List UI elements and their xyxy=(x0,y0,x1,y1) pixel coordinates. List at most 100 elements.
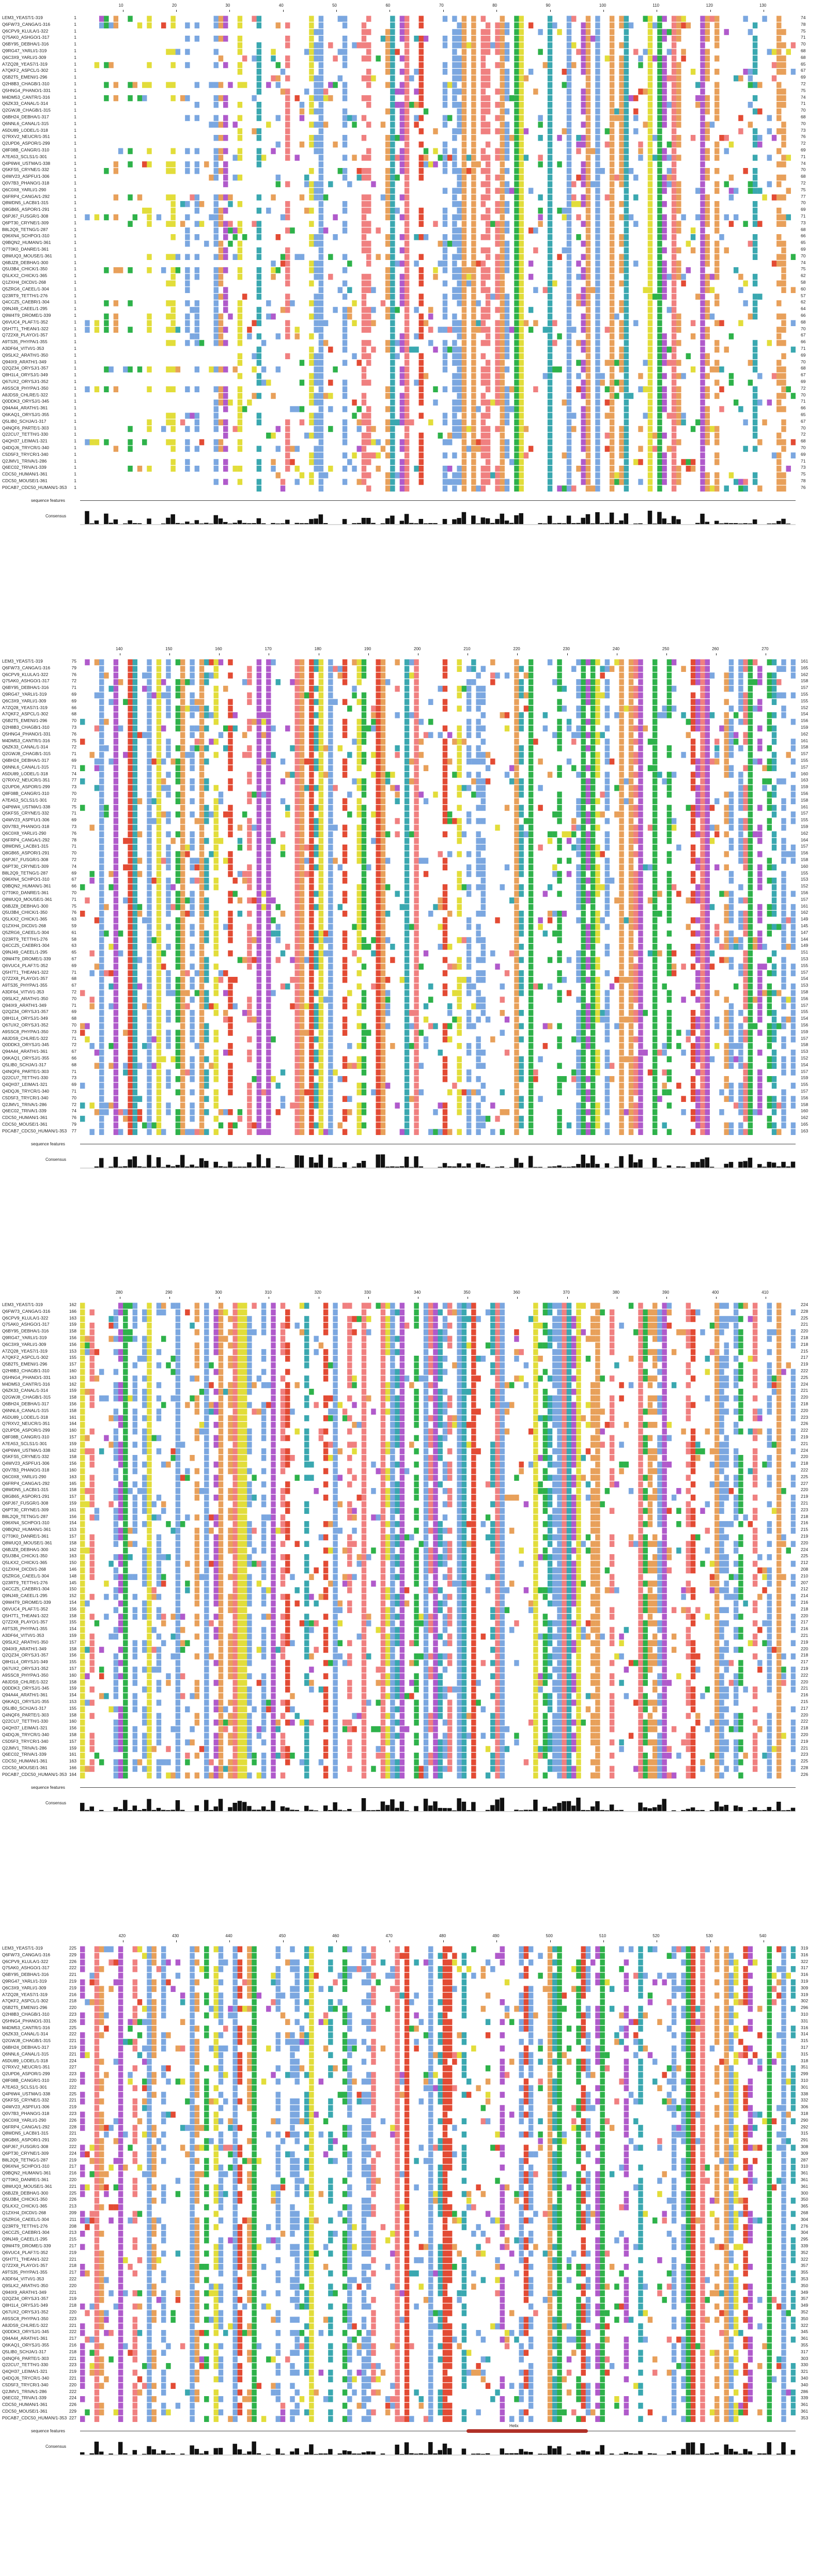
sequence-name[interactable]: Q9SLK2_ARATH/1-350 xyxy=(2,352,49,358)
sequence-name[interactable]: CDC50_MOUSE/1-361 xyxy=(2,478,48,483)
sequence-name[interactable]: Q8GB65_ASPOR/1-291 xyxy=(2,207,50,212)
sequence-name[interactable]: Q2QZ34_ORYSJ/1-357 xyxy=(2,365,49,371)
sequence-name[interactable]: Q6BJZ8_DEBHA/1-300 xyxy=(2,259,49,265)
sequence-name[interactable]: Q4NQF6_PARTE/1-303 xyxy=(2,1068,49,1074)
sequence-name[interactable]: CDC50_MOUSE/1-361 xyxy=(2,1122,48,1127)
sequence-name[interactable]: Q96XN4_SCHPO/1-310 xyxy=(2,233,50,239)
sequence-name[interactable]: C5D5F3_TRYCR/1-340 xyxy=(2,451,49,457)
sequence-name[interactable]: Q5B2T5_EMENI/1-296 xyxy=(2,74,48,80)
sequence-name[interactable]: Q6FW73_CANGA/1-316 xyxy=(2,21,51,27)
sequence-name[interactable]: Q8H1L4_ORYSJ/1-349 xyxy=(2,1016,48,1021)
sequence-name[interactable]: Q6NNL6_CANAL/1-315 xyxy=(2,120,49,126)
sequence-name[interactable]: Q5B2T5_EMENI/1-296 xyxy=(2,718,48,724)
sequence-name[interactable]: Q4P6W4_USTMA/1-338 xyxy=(2,160,51,166)
sequence-name[interactable]: Q6BY95_DEBHA/1-316 xyxy=(2,41,49,47)
sequence-name[interactable]: Q5HNG4_PHANO/1-331 xyxy=(2,731,51,737)
sequence-name[interactable]: Q6FRP4_CANGA/1-292 xyxy=(2,193,50,199)
sequence-name[interactable]: Q5KFS5_CRYNE/1-332 xyxy=(2,167,50,173)
sequence-name[interactable]: A7EA53_SCLS1/1-301 xyxy=(2,797,47,803)
sequence-name[interactable]: Q9NJ49_CAEEL/1-295 xyxy=(2,306,48,312)
sequence-name[interactable]: C5D5F3_TRYCR/1-340 xyxy=(2,1095,49,1100)
sequence-name[interactable]: Q67UX2_ORYSJ/1-352 xyxy=(2,379,49,384)
sequence-name[interactable]: Q1ZXH4_DICDI/1-268 xyxy=(2,923,46,928)
sequence-name[interactable]: LEM3_YEAST/1-319 xyxy=(2,658,43,664)
sequence-name[interactable]: Q7RXV2_NEUCR/1-351 xyxy=(2,134,50,140)
sequence-name[interactable]: Q4DQJ6_TRYCR/1-340 xyxy=(2,445,50,450)
sequence-name[interactable]: Q4DQJ6_TRYCR/1-340 xyxy=(2,1088,50,1094)
sequence-name[interactable]: Q5H7T1_THEAN/1-322 xyxy=(2,969,49,975)
sequence-name[interactable]: Q0DDK3_ORYSJ/1-345 xyxy=(2,1042,50,1048)
sequence-name[interactable]: M4DM53_CANTR/1-316 xyxy=(2,738,50,743)
sequence-name[interactable]: Q4NQF6_PARTE/1-303 xyxy=(2,425,49,431)
sequence-name[interactable]: A7ZQ28_YEAS7/1-319 xyxy=(2,704,48,710)
sequence-name[interactable]: Q6EC02_TRIVA/1-339 xyxy=(2,1108,46,1114)
sequence-name[interactable]: Q22CU7_TETTH/1-330 xyxy=(2,432,49,437)
sequence-name[interactable]: Q96XN4_SCHPO/1-310 xyxy=(2,877,50,882)
sequence-name[interactable]: Q2GWJ8_CHAGB/1-315 xyxy=(2,108,51,113)
sequence-name[interactable]: Q4WV23_ASPFU/1-306 xyxy=(2,817,50,823)
sequence-name[interactable]: Q2JMV1_TRIVA/1-286 xyxy=(2,458,47,464)
sequence-name[interactable]: CDC50_HUMAN/1-361 xyxy=(2,1115,48,1121)
sequence-name[interactable]: Q7T0K0_DANRE/1-361 xyxy=(2,890,49,895)
sequence-name[interactable]: Q6ZK33_CANAL/1-314 xyxy=(2,744,48,750)
sequence-name[interactable]: Q9BQN2_HUMAN/1-361 xyxy=(2,883,51,889)
sequence-name[interactable]: Q4P6W4_USTMA/1-338 xyxy=(2,804,51,809)
sequence-name[interactable]: Q8WDN5_LACBI/1-315 xyxy=(2,844,49,849)
sequence-name[interactable]: Q75AK0_ASHGO/1-317 xyxy=(2,678,50,684)
sequence-name[interactable]: A5DU89_LODEL/1-318 xyxy=(2,771,48,776)
sequence-name[interactable]: Q8WDN5_LACBI/1-315 xyxy=(2,200,49,206)
sequence-name[interactable]: Q7T0K0_DANRE/1-361 xyxy=(2,247,49,252)
sequence-name[interactable]: A9SSC8_PHYPA/1-350 xyxy=(2,385,49,391)
sequence-name[interactable]: Q8F08B_CANGR/1-310 xyxy=(2,147,50,152)
sequence-name[interactable]: Q6BH24_DEBHA/1-317 xyxy=(2,758,49,763)
sequence-name[interactable]: Q5H7T1_THEAN/1-322 xyxy=(2,326,49,331)
sequence-name[interactable]: LEM3_YEAST/1-319 xyxy=(2,15,43,20)
sequence-name[interactable]: A7QKF2_ASPCL/1-302 xyxy=(2,711,49,717)
sequence-name[interactable]: Q5LKX2_CHICK/1-365 xyxy=(2,273,48,279)
sequence-name[interactable]: Q4CCZ5_CAEBR/1-304 xyxy=(2,943,50,948)
sequence-name[interactable]: Q9W4T9_DROME/1-339 xyxy=(2,956,51,961)
sequence-name[interactable]: Q6NNL6_CANAL/1-315 xyxy=(2,764,49,770)
sequence-name[interactable]: Q6PT30_CRYNE/1-309 xyxy=(2,863,49,869)
sequence-name[interactable]: Q5KFS5_CRYNE/1-332 xyxy=(2,810,50,816)
sequence-name[interactable]: Q6C3X9_YARLI/1-309 xyxy=(2,54,46,60)
sequence-name[interactable]: Q6BJZ8_DEBHA/1-300 xyxy=(2,903,49,909)
sequence-name[interactable]: Q5U3B4_CHICK/1-350 xyxy=(2,910,48,915)
sequence-name[interactable]: Q2QZ34_ORYSJ/1-357 xyxy=(2,1009,49,1015)
sequence-name[interactable]: A3DF64_VITVI/1-353 xyxy=(2,346,44,351)
sequence-name[interactable]: Q4CCZ5_CAEBR/1-304 xyxy=(2,299,50,305)
sequence-name[interactable]: Q9RG47_YARLI/1-319 xyxy=(2,48,47,53)
sequence-name[interactable]: Q2H8B3_CHAGB/1-310 xyxy=(2,81,50,86)
sequence-name[interactable]: Q6C0X8_YARLI/1-290 xyxy=(2,187,46,192)
sequence-name[interactable]: Q7Z2X8_PLAYO/1-357 xyxy=(2,976,48,982)
sequence-name[interactable]: Q6C0X8_YARLI/1-290 xyxy=(2,830,46,836)
sequence-name[interactable]: Q5LIB0_SCHJA/1-317 xyxy=(2,1062,46,1067)
sequence-name[interactable]: Q2UPD6_ASPOR/1-299 xyxy=(2,141,50,146)
sequence-name[interactable]: Q2H8B3_CHAGB/1-310 xyxy=(2,725,50,730)
sequence-name[interactable]: Q6EC02_TRIVA/1-339 xyxy=(2,465,46,470)
sequence-name[interactable]: Q6VUC4_PLAF7/1-352 xyxy=(2,962,48,968)
sequence-name[interactable]: Q5U3B4_CHICK/1-350 xyxy=(2,266,48,272)
sequence-name[interactable]: Q22CU7_TETTH/1-330 xyxy=(2,1075,49,1081)
sequence-name[interactable]: Q4QH37_LEIMA/1-321 xyxy=(2,1082,48,1087)
sequence-name[interactable]: CDC50_HUMAN/1-361 xyxy=(2,471,48,477)
sequence-name[interactable]: Q23RT9_TETTH/1-276 xyxy=(2,293,48,298)
sequence-name[interactable]: Q9RG47_YARLI/1-319 xyxy=(2,692,47,697)
sequence-name[interactable]: A9TS35_PHYPA/1-355 xyxy=(2,983,48,988)
sequence-name[interactable]: A7ZQ28_YEAS7/1-319 xyxy=(2,61,48,67)
sequence-name[interactable]: A3DF64_VITVI/1-353 xyxy=(2,989,44,994)
sequence-name[interactable]: Q6BH24_DEBHA/1-317 xyxy=(2,114,49,119)
sequence-name[interactable]: A9TS35_PHYPA/1-355 xyxy=(2,339,48,345)
sequence-name[interactable]: Q2GWJ8_CHAGB/1-315 xyxy=(2,751,51,757)
sequence-name[interactable]: Q0V7B3_PHANO/1-318 xyxy=(2,180,50,186)
sequence-name[interactable]: Q6FRP4_CANGA/1-292 xyxy=(2,837,50,842)
sequence-name[interactable]: Q6C3X9_YARLI/1-309 xyxy=(2,698,46,703)
sequence-name[interactable]: Q8WUQ3_MOUSE/1-361 xyxy=(2,253,52,258)
sequence-name[interactable]: Q94A44_ARATH/1-361 xyxy=(2,1049,48,1054)
sequence-name[interactable]: Q6PT30_CRYNE/1-309 xyxy=(2,220,49,225)
sequence-name[interactable]: A7QKF2_ASPCL/1-302 xyxy=(2,68,49,73)
sequence-name[interactable]: P0CAB7_CDC50_HUMAN/1-353 xyxy=(2,1128,67,1133)
sequence-name[interactable]: Q6BY95_DEBHA/1-316 xyxy=(2,685,49,691)
sequence-name[interactable]: B8L2Q9_TETNG/1-287 xyxy=(2,226,48,232)
sequence-name[interactable]: M4DM53_CANTR/1-316 xyxy=(2,94,50,100)
